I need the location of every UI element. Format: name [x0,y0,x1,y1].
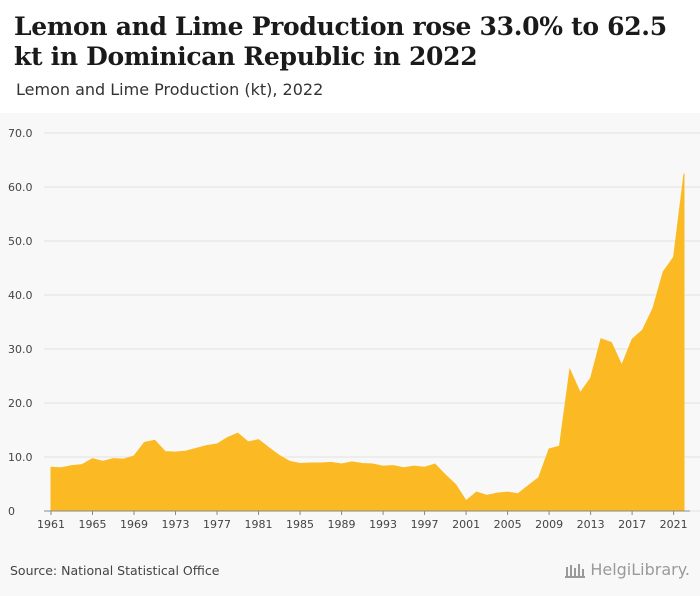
x-tick-label: 2013 [577,518,605,531]
y-tick-label: 30.0 [8,343,33,356]
chart-title: Lemon and Lime Production rose 33.0% to … [14,12,667,71]
x-tick-label: 2005 [494,518,522,531]
y-tick-label: 0 [8,505,15,518]
area-series [50,173,685,512]
x-tick-label: 1965 [79,518,107,531]
y-tick-label: 60.0 [8,181,33,194]
brand-logo[interactable]: HelgiLibrary. [564,560,690,579]
chart-subtitle: Lemon and Lime Production (kt), 2022 [16,80,324,99]
x-tick-label: 2001 [452,518,480,531]
plot-background [0,113,700,596]
x-tick-label: 2009 [535,518,563,531]
x-tick-label: 1981 [245,518,273,531]
x-tick-label: 1989 [328,518,356,531]
y-tick-label: 10.0 [8,451,33,464]
x-tick-label: 1973 [162,518,190,531]
x-tick-label: 2021 [660,518,688,531]
library-icon [565,563,586,578]
x-tick-label: 1985 [286,518,314,531]
source-note: Source: National Statistical Office [10,563,220,578]
brand-name: HelgiLibrary. [590,560,690,579]
x-tick-label: 1969 [120,518,148,531]
header: Lemon and Lime Production rose 33.0% to … [0,0,700,113]
x-tick-label: 2017 [618,518,646,531]
x-tick-label: 1977 [203,518,231,531]
x-tick-label: 1993 [369,518,397,531]
y-tick-label: 50.0 [8,235,33,248]
y-tick-label: 70.0 [8,127,33,140]
x-tick-label: 1961 [37,518,65,531]
y-tick-label: 40.0 [8,289,33,302]
x-tick-label: 1997 [411,518,439,531]
y-tick-label: 20.0 [8,397,33,410]
